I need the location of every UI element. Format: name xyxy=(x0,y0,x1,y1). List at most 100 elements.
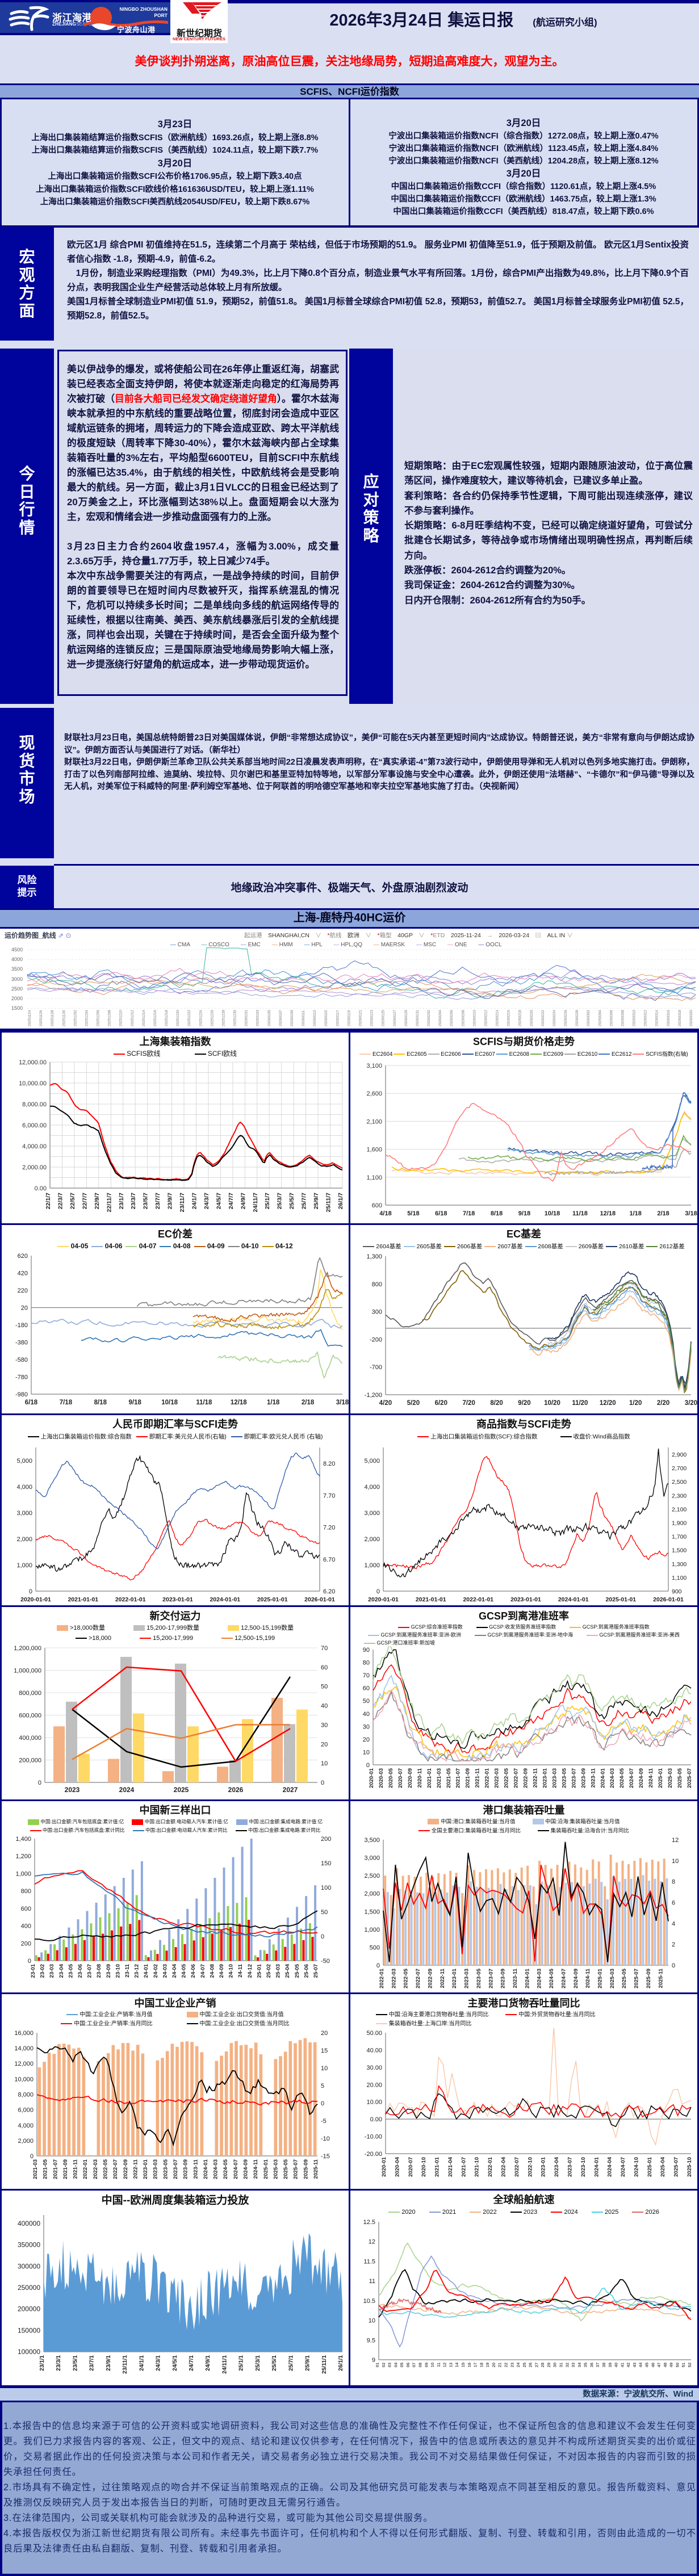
svg-text:52: 52 xyxy=(687,2363,692,2367)
svg-text:200,000: 200,000 xyxy=(19,1757,41,1764)
svg-text:3,000: 3,000 xyxy=(364,1855,380,1862)
svg-text:2500: 2500 xyxy=(11,986,23,992)
svg-text:2023-11: 2023-11 xyxy=(512,1968,518,1988)
svg-text:200: 200 xyxy=(321,1836,331,1843)
svg-text:40.00: 40.00 xyxy=(366,2047,382,2054)
svg-text:1/18: 1/18 xyxy=(629,1210,641,1217)
svg-text:12: 12 xyxy=(672,1837,679,1844)
svg-text:2020-09: 2020-09 xyxy=(407,1768,413,1788)
svg-text:420: 420 xyxy=(18,1270,28,1277)
svg-text:23/9/1: 23/9/1 xyxy=(106,2355,112,2371)
svg-text:2020-01-01: 2020-01-01 xyxy=(20,1596,51,1603)
svg-text:2023-01: 2023-01 xyxy=(541,2157,547,2177)
svg-text:2025-01: 2025-01 xyxy=(597,1968,604,1988)
svg-text:2023-01: 2023-01 xyxy=(451,1968,458,1988)
svg-text:2022-11: 2022-11 xyxy=(132,2159,139,2179)
svg-text:20260204: 20260204 xyxy=(438,1010,442,1026)
svg-text:20251124: 20251124 xyxy=(28,1010,32,1026)
svg-text:4,000: 4,000 xyxy=(364,1484,380,1491)
svg-text:10: 10 xyxy=(430,2363,435,2367)
svg-text:12.5: 12.5 xyxy=(363,2219,375,2226)
svg-text:10.00: 10.00 xyxy=(366,2099,382,2106)
svg-text:12: 12 xyxy=(369,2239,375,2246)
svg-text:20251228: 20251228 xyxy=(222,1010,226,1026)
svg-text:23/7/7: 23/7/7 xyxy=(154,1193,161,1209)
svg-text:23/5/7: 23/5/7 xyxy=(143,1193,149,1209)
svg-text:44: 44 xyxy=(638,2362,643,2367)
svg-text:60: 60 xyxy=(321,1664,328,1671)
svg-text:2022-10: 2022-10 xyxy=(527,2157,533,2177)
svg-text:12/18: 12/18 xyxy=(231,1399,247,1406)
svg-text:10,000: 10,000 xyxy=(14,2076,34,2083)
svg-text:20260302: 20260302 xyxy=(587,1010,591,1026)
svg-text:2020-11: 2020-11 xyxy=(417,1768,423,1788)
svg-text:2024-01: 2024-01 xyxy=(593,2157,600,2177)
svg-text:23-12: 23-12 xyxy=(134,1964,140,1978)
svg-text:20260119: 20260119 xyxy=(347,1010,351,1026)
svg-text:20260111: 20260111 xyxy=(302,1010,305,1026)
svg-text:2024-11: 2024-11 xyxy=(585,1968,591,1988)
svg-text:20260210: 20260210 xyxy=(472,1010,476,1026)
svg-text:4,000: 4,000 xyxy=(16,1484,32,1491)
svg-text:2021-10: 2021-10 xyxy=(474,2157,480,2177)
svg-text:20260131: 20260131 xyxy=(416,1010,420,1026)
svg-text:2025-05: 2025-05 xyxy=(621,1968,627,1988)
svg-text:20260101: 20260101 xyxy=(245,1010,249,1026)
svg-text:37: 37 xyxy=(595,2363,600,2367)
svg-text:50: 50 xyxy=(363,1698,370,1705)
svg-text:03: 03 xyxy=(387,2363,392,2367)
svg-text:23-07: 23-07 xyxy=(87,1964,93,1978)
svg-text:26: 26 xyxy=(528,2363,533,2367)
svg-text:09: 09 xyxy=(424,2363,429,2367)
svg-text:24-03: 24-03 xyxy=(162,1964,168,1978)
svg-text:4,000.00: 4,000.00 xyxy=(22,1143,47,1150)
svg-text:24-04: 24-04 xyxy=(171,1964,178,1978)
svg-text:14,000: 14,000 xyxy=(14,2045,34,2052)
svg-text:2021-07: 2021-07 xyxy=(455,1768,462,1788)
svg-text:2020-07: 2020-07 xyxy=(408,2157,414,2177)
svg-text:-1,200: -1,200 xyxy=(365,1392,382,1399)
svg-text:2023-07: 2023-07 xyxy=(567,2157,574,2177)
svg-text:25/7/1: 25/7/1 xyxy=(288,2355,294,2371)
svg-text:2022-03: 2022-03 xyxy=(93,2159,99,2179)
svg-text:20251212: 20251212 xyxy=(131,1010,135,1026)
svg-text:24/1/1: 24/1/1 xyxy=(139,2355,145,2371)
svg-text:20251128: 20251128 xyxy=(51,1010,55,1026)
svg-text:0.00: 0.00 xyxy=(370,2116,382,2123)
svg-text:20251210: 20251210 xyxy=(119,1010,123,1026)
svg-text:3500: 3500 xyxy=(11,966,23,972)
svg-text:2024-07: 2024-07 xyxy=(233,2159,239,2179)
svg-text:24/5/1: 24/5/1 xyxy=(172,2355,178,2371)
svg-text:2025-03: 2025-03 xyxy=(273,2159,279,2179)
svg-text:2020-01: 2020-01 xyxy=(369,1768,375,1788)
svg-text:100000: 100000 xyxy=(18,2348,40,2356)
svg-text:2025-03: 2025-03 xyxy=(609,1969,616,1988)
svg-text:20.00: 20.00 xyxy=(366,2082,382,2088)
svg-text:2024-09: 2024-09 xyxy=(638,1768,644,1788)
svg-text:23/7/1: 23/7/1 xyxy=(89,2355,95,2371)
svg-text:2025-09: 2025-09 xyxy=(646,1969,652,1988)
svg-text:2023-05: 2023-05 xyxy=(561,1768,567,1788)
svg-text:22/11/7: 22/11/7 xyxy=(106,1193,112,1213)
svg-text:23-09: 23-09 xyxy=(106,1964,112,1978)
svg-text:20260222: 20260222 xyxy=(541,1010,545,1026)
svg-text:2024-05: 2024-05 xyxy=(619,1768,625,1788)
svg-text:2022-04: 2022-04 xyxy=(501,2157,507,2177)
svg-text:24-10: 24-10 xyxy=(228,1964,235,1978)
svg-text:2025: 2025 xyxy=(174,1786,189,1794)
svg-text:0: 0 xyxy=(672,1962,675,1969)
svg-text:8.20: 8.20 xyxy=(323,1461,335,1467)
svg-text:20: 20 xyxy=(321,1741,328,1748)
svg-text:20251214: 20251214 xyxy=(142,1010,146,1026)
svg-text:2,000: 2,000 xyxy=(16,1536,32,1543)
svg-text:-50: -50 xyxy=(321,1958,330,1965)
svg-text:0: 0 xyxy=(376,1962,380,1969)
svg-text:27: 27 xyxy=(534,2363,539,2367)
svg-text:1,200,000: 1,200,000 xyxy=(14,1645,41,1652)
svg-text:100: 100 xyxy=(321,1885,331,1891)
svg-text:900: 900 xyxy=(672,1588,682,1595)
svg-text:20260202: 20260202 xyxy=(427,1010,431,1026)
svg-text:23-04: 23-04 xyxy=(58,1964,65,1978)
svg-text:25/3/1: 25/3/1 xyxy=(255,2355,261,2371)
svg-text:25-03: 25-03 xyxy=(275,1964,282,1978)
